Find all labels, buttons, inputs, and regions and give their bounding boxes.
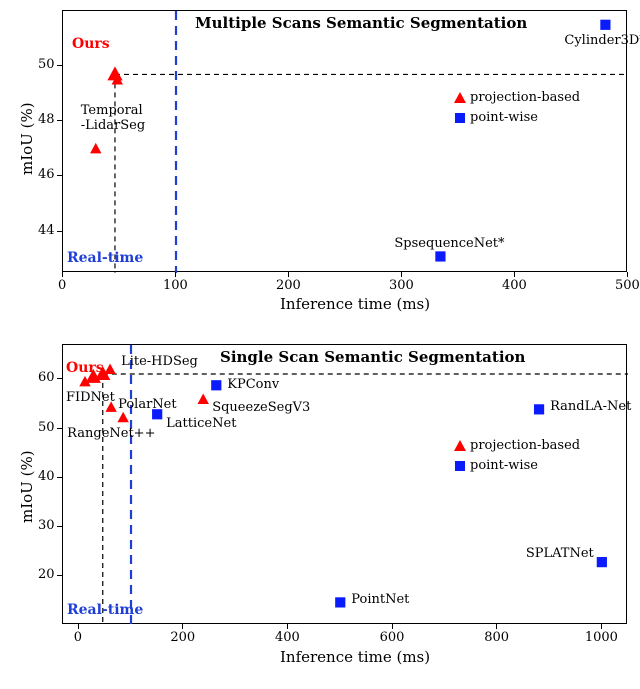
ytick xyxy=(57,477,62,478)
single-scan-panel: mIoU (%) Inference time (ms) Single Scan… xyxy=(0,338,640,683)
xtick-label: 400 xyxy=(502,278,527,293)
xtick xyxy=(496,624,497,629)
xtick-label: 0 xyxy=(58,278,66,293)
ytick-label: 44 xyxy=(38,223,55,238)
point-label: PointNet xyxy=(351,593,409,608)
ytick xyxy=(57,231,62,232)
point-label: KPConv xyxy=(227,378,279,393)
ytick-label: 60 xyxy=(38,370,55,385)
xtick xyxy=(514,272,515,277)
xtick xyxy=(601,624,602,629)
ytick xyxy=(57,526,62,527)
point-label: Temporal -LidarSeg xyxy=(81,104,145,134)
top-xlabel: Inference time (ms) xyxy=(280,295,430,313)
xtick-label: 100 xyxy=(163,278,188,293)
ytick-label: 48 xyxy=(38,112,55,127)
ytick-label: 50 xyxy=(38,57,55,72)
xtick-label: 400 xyxy=(275,630,300,645)
xtick-label: 600 xyxy=(380,630,405,645)
ytick-label: 20 xyxy=(38,567,55,582)
square-marker xyxy=(534,404,544,414)
bottom-legend-projection: projection-based xyxy=(470,438,580,453)
point-label: SqueezeSegV3 xyxy=(212,401,310,416)
ytick xyxy=(57,175,62,176)
square-marker xyxy=(335,597,345,607)
xtick-label: 200 xyxy=(170,630,195,645)
top-plot-area xyxy=(62,10,627,272)
ytick-label: 46 xyxy=(38,167,55,182)
point-label: SPLATNet xyxy=(526,547,594,562)
xtick xyxy=(288,272,289,277)
figure: mIoU (%) Inference time (ms) Multiple Sc… xyxy=(0,0,640,689)
xtick-label: 500 xyxy=(615,278,640,293)
point-label: RangeNet++ xyxy=(67,427,155,442)
triangle-marker xyxy=(107,66,122,80)
bottom-legend-point: point-wise xyxy=(470,458,538,473)
bottom-ylabel: mIoU (%) xyxy=(18,450,36,523)
ytick xyxy=(57,65,62,66)
point-label: Lite-HDSeg xyxy=(121,355,198,370)
bottom-plot-area xyxy=(62,344,627,624)
ytick-label: 40 xyxy=(38,469,55,484)
xtick xyxy=(78,624,79,629)
xtick-label: 0 xyxy=(74,630,82,645)
xtick-label: 300 xyxy=(389,278,414,293)
bottom-title: Single Scan Semantic Segmentation xyxy=(220,348,525,366)
bottom-realtime-label: Real-time xyxy=(67,602,143,618)
point-label: PolarNet xyxy=(118,398,176,413)
ytick-label: 50 xyxy=(38,420,55,435)
ytick-label: 30 xyxy=(38,518,55,533)
top-ylabel: mIoU (%) xyxy=(18,102,36,175)
square-marker xyxy=(211,380,221,390)
point-label: LatticeNet xyxy=(166,417,236,432)
top-ours-label: Ours xyxy=(72,36,110,52)
point-label: RandLA-Net xyxy=(550,400,631,415)
square-marker xyxy=(435,251,445,261)
top-realtime-label: Real-time xyxy=(67,250,143,266)
bottom-ours-label: Ours xyxy=(66,360,104,376)
xtick xyxy=(287,624,288,629)
point-label: FIDNet xyxy=(66,391,115,406)
top-legend-point: point-wise xyxy=(470,110,538,125)
square-marker xyxy=(597,557,607,567)
ytick xyxy=(57,378,62,379)
ytick xyxy=(57,428,62,429)
bottom-xlabel: Inference time (ms) xyxy=(280,648,430,666)
xtick-label: 1000 xyxy=(585,630,618,645)
xtick-label: 800 xyxy=(484,630,509,645)
triangle-marker xyxy=(90,143,101,154)
xtick xyxy=(182,624,183,629)
top-title: Multiple Scans Semantic Segmentation xyxy=(195,14,527,32)
xtick xyxy=(627,272,628,277)
bottom-svg xyxy=(63,345,628,625)
xtick-label: 200 xyxy=(276,278,301,293)
top-legend-projection: projection-based xyxy=(470,90,580,105)
xtick xyxy=(392,624,393,629)
point-label: SpsequenceNet* xyxy=(394,237,504,252)
triangle-marker xyxy=(112,74,123,84)
triangle-marker xyxy=(79,376,90,387)
square-marker xyxy=(600,20,610,30)
point-label: Cylinder3D* xyxy=(564,34,640,49)
ytick xyxy=(57,575,62,576)
triangle-marker xyxy=(104,364,115,375)
multiple-scans-panel: mIoU (%) Inference time (ms) Multiple Sc… xyxy=(0,0,640,330)
top-svg xyxy=(63,11,628,273)
ytick xyxy=(57,120,62,121)
xtick xyxy=(62,272,63,277)
xtick xyxy=(175,272,176,277)
xtick xyxy=(401,272,402,277)
triangle-marker xyxy=(198,394,209,405)
